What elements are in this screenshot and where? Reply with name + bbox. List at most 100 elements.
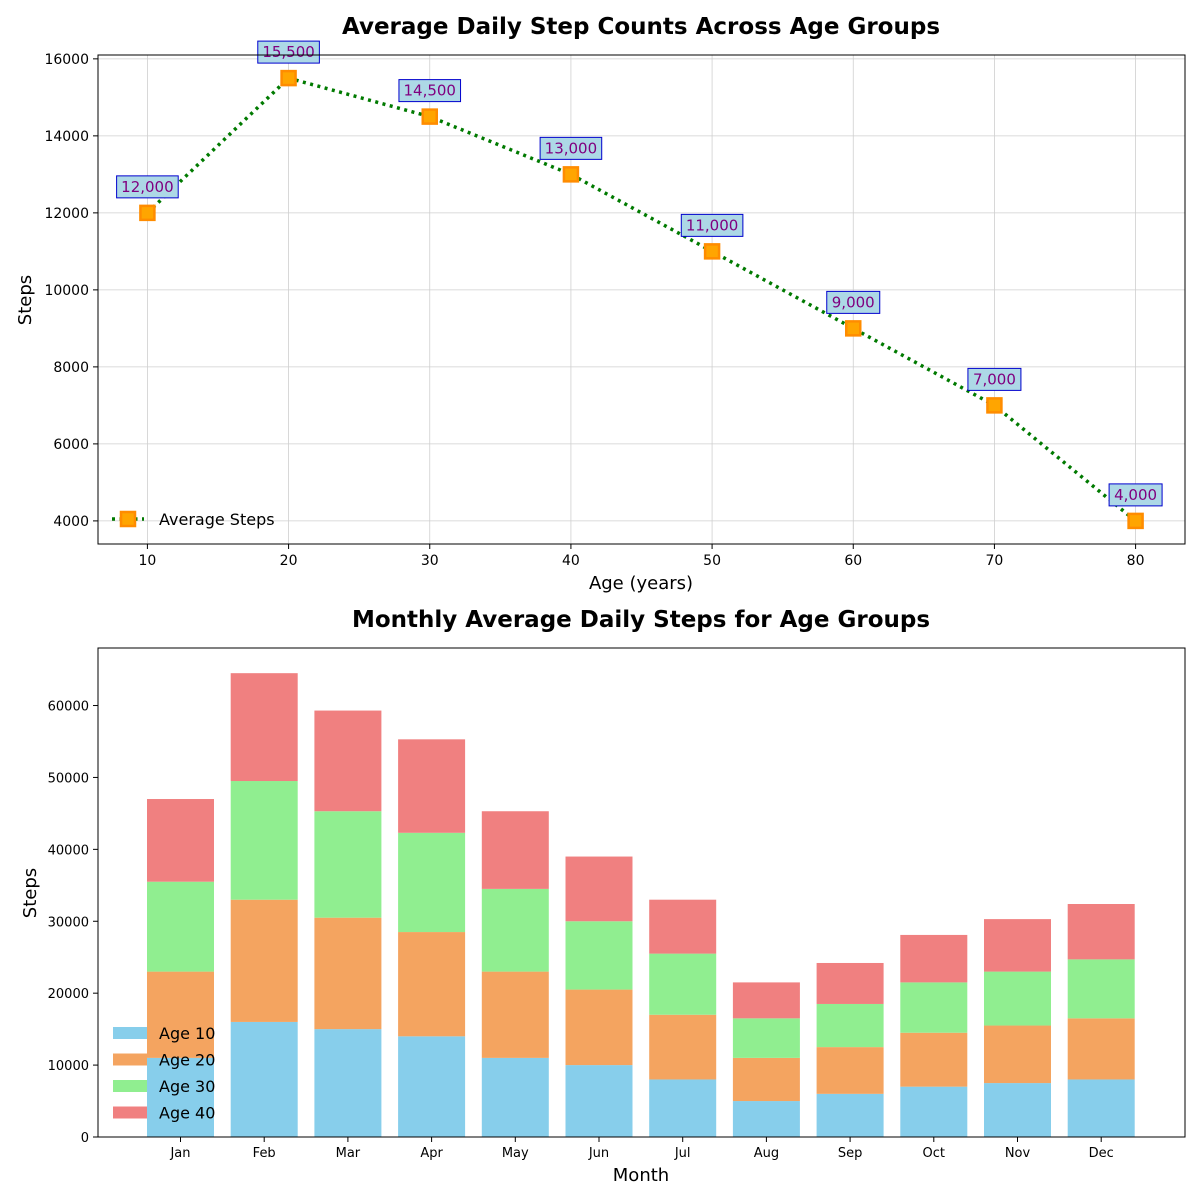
y-tick-label: 50000 bbox=[48, 771, 89, 786]
bar-age-30 bbox=[230, 781, 298, 900]
legend-label: Age 20 bbox=[159, 1051, 215, 1070]
x-tick-label: Apr bbox=[420, 1146, 443, 1161]
data-label: 13,000 bbox=[539, 136, 603, 160]
bar-age-40 bbox=[649, 899, 717, 954]
bar-age-20 bbox=[816, 1047, 884, 1094]
series-markers bbox=[139, 69, 1144, 530]
bar-age-20 bbox=[147, 971, 214, 1058]
data-label-text: 14,500 bbox=[403, 82, 456, 100]
y-tick-label: 6000 bbox=[53, 437, 89, 453]
bar-age-10 bbox=[565, 1065, 633, 1137]
bar-age-20 bbox=[314, 917, 382, 1030]
y-axis-label: Steps bbox=[15, 275, 36, 325]
legend-label: Age 30 bbox=[159, 1077, 215, 1096]
bar-age-20 bbox=[565, 989, 633, 1066]
x-tick-label: 80 bbox=[1127, 553, 1145, 569]
x-tick-label: Jun bbox=[588, 1146, 609, 1161]
y-tick-label: 0 bbox=[81, 1131, 89, 1146]
data-point-marker bbox=[986, 397, 1003, 414]
x-tick-label: Dec bbox=[1089, 1146, 1114, 1161]
bar-age-10 bbox=[900, 1086, 968, 1137]
data-label-box bbox=[680, 213, 744, 237]
bar-age-40 bbox=[984, 919, 1051, 972]
data-point-marker bbox=[845, 320, 862, 337]
data-labels: 12,000 15,500 14,500 13,000 11,000 9,000 7,000… bbox=[116, 40, 1163, 507]
bar-age-10 bbox=[816, 1093, 884, 1137]
x-tick-label: Mar bbox=[336, 1146, 361, 1161]
y-tick-label: 20000 bbox=[48, 987, 89, 1002]
bar-age-10 bbox=[481, 1057, 549, 1137]
bar-age-10 bbox=[147, 1057, 214, 1137]
y-tick-label: 8000 bbox=[53, 360, 89, 376]
data-label-box bbox=[116, 175, 179, 199]
data-label-text: 13,000 bbox=[545, 139, 598, 157]
x-tick-label: Sep bbox=[838, 1146, 863, 1161]
data-label: 9,000 bbox=[826, 290, 881, 314]
bar-age-10 bbox=[1067, 1079, 1135, 1137]
bars bbox=[147, 673, 1135, 1137]
chart-title: Average Daily Step Counts Across Age Gro… bbox=[342, 14, 940, 40]
x-tick-label: Feb bbox=[253, 1146, 276, 1161]
stacked-bar-chart: Monthly Average Daily Steps for Age Grou… bbox=[20, 607, 1186, 1186]
data-label-box bbox=[398, 79, 462, 103]
bar-age-30 bbox=[398, 832, 466, 933]
y-tick-label: 10000 bbox=[48, 1059, 89, 1074]
y-tick-label: 14000 bbox=[44, 129, 89, 145]
data-point-marker bbox=[421, 108, 438, 125]
data-point-marker bbox=[139, 204, 156, 222]
bar-age-40 bbox=[1067, 904, 1135, 960]
x-tick-label: Aug bbox=[754, 1146, 779, 1161]
bar-age-20 bbox=[230, 899, 298, 1022]
data-point-marker bbox=[562, 166, 580, 183]
data-label: 15,500 bbox=[257, 40, 320, 64]
x-axis-ticks: 10 20 30 40 50 60 70 80 bbox=[138, 544, 1145, 569]
data-point-marker bbox=[280, 69, 297, 87]
x-axis-label: Age (years) bbox=[589, 573, 693, 594]
data-label-box bbox=[539, 136, 603, 160]
plot-frame bbox=[97, 647, 1186, 1138]
bar-age-10 bbox=[230, 1021, 298, 1137]
x-tick-label: Oct bbox=[923, 1146, 945, 1161]
x-tick-label: Jan bbox=[169, 1146, 190, 1161]
data-label-box bbox=[826, 290, 881, 314]
y-tick-label: 30000 bbox=[48, 915, 89, 930]
bar-age-40 bbox=[816, 962, 884, 1004]
bar-age-20 bbox=[398, 932, 466, 1037]
y-axis-ticks: 4000 6000 8000 10000 12000 14000 16000 bbox=[44, 52, 98, 530]
y-tick-label: 10000 bbox=[44, 283, 89, 299]
bar-age-40 bbox=[398, 739, 466, 833]
bar-age-20 bbox=[732, 1057, 800, 1102]
bar-age-20 bbox=[481, 971, 549, 1058]
y-tick-label: 16000 bbox=[44, 52, 89, 68]
data-label-text: 15,500 bbox=[262, 43, 315, 61]
x-tick-label: 60 bbox=[844, 553, 862, 569]
bar-age-40 bbox=[481, 811, 549, 889]
y-tick-label: 60000 bbox=[48, 700, 89, 715]
x-axis-ticks: Jan Feb Mar Apr May Jun Jul Aug Sep Oct Nov Dec bbox=[169, 1137, 1114, 1161]
x-tick-label: 30 bbox=[421, 553, 439, 569]
data-label-box bbox=[967, 367, 1022, 391]
x-tick-label: 10 bbox=[138, 553, 156, 569]
legend-swatch bbox=[113, 1106, 147, 1119]
bar-age-30 bbox=[565, 921, 633, 990]
bar-age-10 bbox=[732, 1101, 800, 1137]
data-label-text: 11,000 bbox=[686, 216, 739, 234]
data-label: 12,000 bbox=[116, 175, 179, 199]
bar-age-10 bbox=[398, 1036, 466, 1137]
bar-age-10 bbox=[984, 1083, 1051, 1137]
data-point-marker bbox=[703, 243, 721, 260]
legend-swatch bbox=[113, 1027, 147, 1039]
x-axis-label: Month bbox=[613, 1165, 669, 1186]
grid-lines bbox=[98, 55, 1185, 544]
data-point-marker bbox=[1127, 512, 1144, 530]
bar-age-40 bbox=[732, 982, 800, 1019]
bar-age-40 bbox=[230, 673, 298, 782]
bar-age-20 bbox=[984, 1025, 1051, 1084]
bar-age-20 bbox=[649, 1014, 717, 1080]
data-label: 4,000 bbox=[1108, 483, 1163, 507]
y-tick-label: 4000 bbox=[53, 514, 89, 530]
bar-age-30 bbox=[732, 1018, 800, 1058]
legend-label: Age 40 bbox=[159, 1104, 215, 1123]
x-tick-label: 50 bbox=[703, 553, 721, 569]
